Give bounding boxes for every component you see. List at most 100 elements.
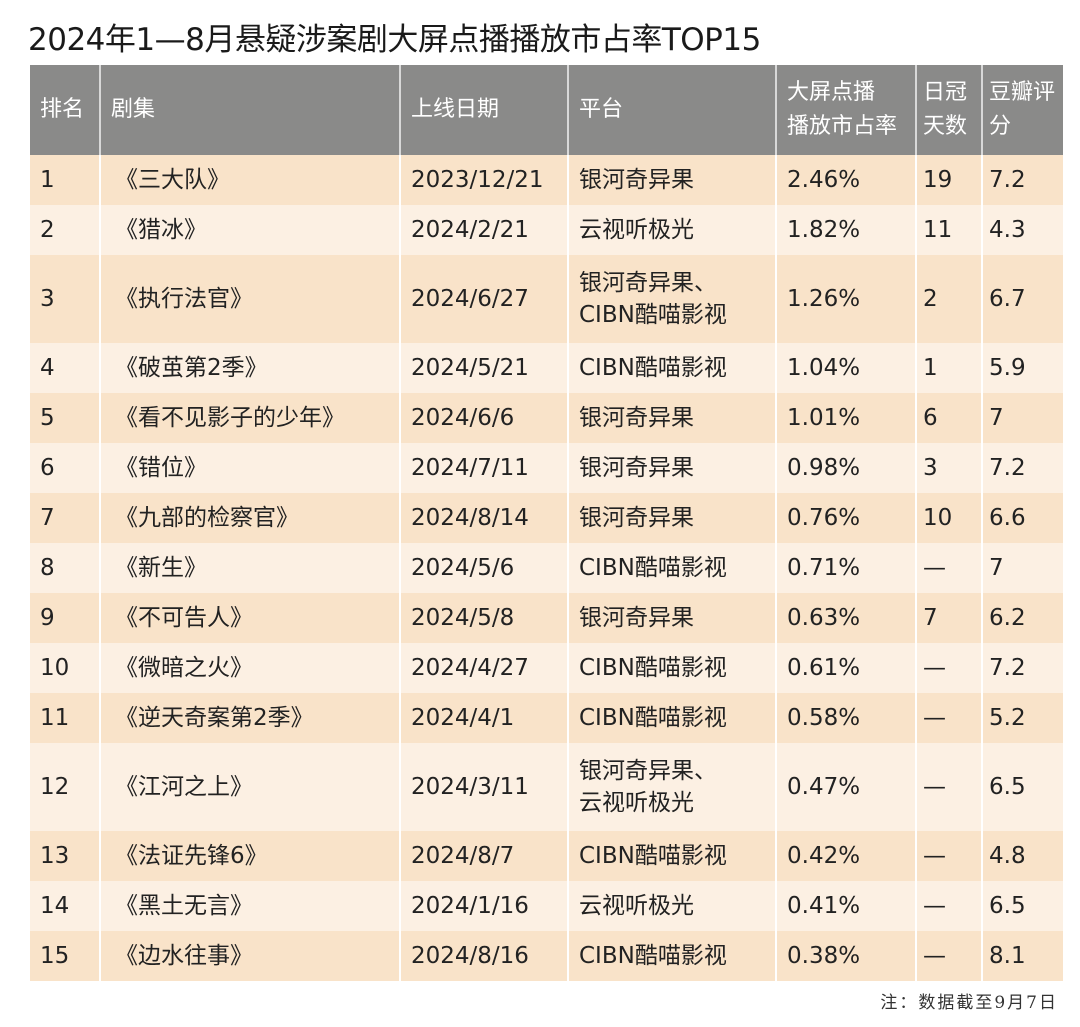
cell-platform: CIBN酷喵影视: [568, 693, 777, 743]
cell-market-share: 0.58%: [776, 693, 917, 743]
cell-douban-score: 5.2: [982, 693, 1063, 743]
header-text: 排名: [40, 97, 85, 122]
cell-rank: 7: [30, 493, 101, 543]
cell-market-share: 1.04%: [776, 343, 917, 393]
table-row: 3 《执行法官》 2024/6/27 银河奇异果、 CIBN酷喵影视 1.26% 2 6.7: [30, 255, 1063, 343]
cell-release-date: 2023/12/21: [400, 155, 569, 205]
cell-drama: 《执行法官》: [100, 255, 401, 343]
cell-top-days: 1: [916, 343, 983, 393]
cell-top-days: 19: [916, 155, 983, 205]
cell-platform: 银河奇异果、 云视听极光: [568, 743, 777, 831]
header-douban-score: 豆瓣评分: [982, 65, 1063, 155]
cell-drama: 《微暗之火》: [100, 643, 401, 693]
cell-release-date: 2024/7/11: [400, 443, 569, 493]
cell-market-share: 0.47%: [776, 743, 917, 831]
cell-rank: 9: [30, 593, 101, 643]
header-text: 剧集: [111, 97, 156, 122]
cell-drama: 《看不见影子的少年》: [100, 393, 401, 443]
cell-market-share: 0.61%: [776, 643, 917, 693]
cell-top-days: 10: [916, 493, 983, 543]
table-row: 1 《三大队》 2023/12/21 银河奇异果 2.46% 19 7.2: [30, 155, 1063, 205]
cell-rank: 10: [30, 643, 101, 693]
header-release-date: 上线日期: [400, 65, 569, 155]
cell-release-date: 2024/5/6: [400, 543, 569, 593]
cell-market-share: 0.71%: [776, 543, 917, 593]
cell-top-days: 11: [916, 205, 983, 255]
cell-market-share: 0.76%: [776, 493, 917, 543]
cell-rank: 11: [30, 693, 101, 743]
cell-market-share: 0.42%: [776, 831, 917, 881]
cell-top-days: —: [916, 931, 983, 981]
table-header-row: 排名 剧集 上线日期 平台 大屏点播 播放市占率 日冠天数 豆瓣评分: [30, 65, 1063, 155]
table-row: 6 《错位》 2024/7/11 银河奇异果 0.98% 3 7.2: [30, 443, 1063, 493]
cell-platform: CIBN酷喵影视: [568, 343, 777, 393]
cell-platform: 银河奇异果: [568, 393, 777, 443]
header-text: 平台: [579, 97, 624, 122]
cell-drama: 《新生》: [100, 543, 401, 593]
cell-market-share: 2.46%: [776, 155, 917, 205]
cell-douban-score: 6.5: [982, 743, 1063, 831]
table-row: 7 《九部的检察官》 2024/8/14 银河奇异果 0.76% 10 6.6: [30, 493, 1063, 543]
cell-platform: CIBN酷喵影视: [568, 831, 777, 881]
cell-rank: 12: [30, 743, 101, 831]
table-row: 13 《法证先锋6》 2024/8/7 CIBN酷喵影视 0.42% —4.8: [30, 831, 1063, 881]
table-row: 8 《新生》 2024/5/6 CIBN酷喵影视 0.71% —7: [30, 543, 1063, 593]
cell-top-days: 3: [916, 443, 983, 493]
cell-drama: 《不可告人》: [100, 593, 401, 643]
header-market-share: 大屏点播 播放市占率: [776, 65, 917, 155]
cell-platform: CIBN酷喵影视: [568, 643, 777, 693]
cell-douban-score: 7.2: [982, 155, 1063, 205]
cell-top-days: —: [916, 693, 983, 743]
cell-platform: 银河奇异果: [568, 593, 777, 643]
cell-drama: 《法证先锋6》: [100, 831, 401, 881]
cell-market-share: 0.38%: [776, 931, 917, 981]
cell-platform: 银河奇异果: [568, 443, 777, 493]
cell-platform: 云视听极光: [568, 205, 777, 255]
cell-release-date: 2024/5/8: [400, 593, 569, 643]
cell-market-share: 1.26%: [776, 255, 917, 343]
cell-douban-score: 4.3: [982, 205, 1063, 255]
cell-rank: 6: [30, 443, 101, 493]
header-text: 大屏点播: [787, 80, 876, 105]
table-row: 15 《边水往事》 2024/8/16 CIBN酷喵影视 0.38% —8.1: [30, 931, 1063, 981]
table-row: 2 《猎冰》 2024/2/21 云视听极光 1.82% 11 4.3: [30, 205, 1063, 255]
cell-market-share: 1.82%: [776, 205, 917, 255]
cell-drama: 《三大队》: [100, 155, 401, 205]
footnote: 注：数据截至9月7日: [880, 993, 1058, 1013]
ranking-table: 排名 剧集 上线日期 平台 大屏点播 播放市占率 日冠天数 豆瓣评分 1 《三大队》 2023/1…: [30, 65, 1063, 981]
cell-top-days: 7: [916, 593, 983, 643]
cell-market-share: 0.98%: [776, 443, 917, 493]
table-row: 9 《不可告人》 2024/5/8 银河奇异果 0.63% 7 6.2: [30, 593, 1063, 643]
cell-market-share: 0.63%: [776, 593, 917, 643]
cell-release-date: 2024/5/21: [400, 343, 569, 393]
cell-release-date: 2024/1/16: [400, 881, 569, 931]
cell-release-date: 2024/6/6: [400, 393, 569, 443]
cell-drama: 《黑土无言》: [100, 881, 401, 931]
cell-drama: 《错位》: [100, 443, 401, 493]
cell-drama: 《破茧第2季》: [100, 343, 401, 393]
cell-rank: 8: [30, 543, 101, 593]
cell-platform: 银河奇异果、 CIBN酷喵影视: [568, 255, 777, 343]
cell-drama: 《逆天奇案第2季》: [100, 693, 401, 743]
cell-douban-score: 7: [982, 543, 1063, 593]
cell-top-days: —: [916, 543, 983, 593]
cell-release-date: 2024/8/16: [400, 931, 569, 981]
cell-drama: 《边水往事》: [100, 931, 401, 981]
table-row: 5 《看不见影子的少年》 2024/6/6 银河奇异果 1.01% 6 7: [30, 393, 1063, 443]
cell-platform: 银河奇异果: [568, 155, 777, 205]
cell-douban-score: 4.8: [982, 831, 1063, 881]
cell-platform: CIBN酷喵影视: [568, 931, 777, 981]
cell-top-days: —: [916, 743, 983, 831]
cell-douban-score: 6.7: [982, 255, 1063, 343]
cell-release-date: 2024/6/27: [400, 255, 569, 343]
cell-rank: 3: [30, 255, 101, 343]
table-row: 12 《江河之上》 2024/3/11 银河奇异果、 云视听极光 0.47% —6.5: [30, 743, 1063, 831]
header-platform: 平台: [568, 65, 777, 155]
cell-rank: 2: [30, 205, 101, 255]
cell-douban-score: 6.5: [982, 881, 1063, 931]
cell-release-date: 2024/4/27: [400, 643, 569, 693]
header-drama: 剧集: [100, 65, 401, 155]
cell-douban-score: 8.1: [982, 931, 1063, 981]
cell-platform: 银河奇异果: [568, 493, 777, 543]
cell-rank: 1: [30, 155, 101, 205]
